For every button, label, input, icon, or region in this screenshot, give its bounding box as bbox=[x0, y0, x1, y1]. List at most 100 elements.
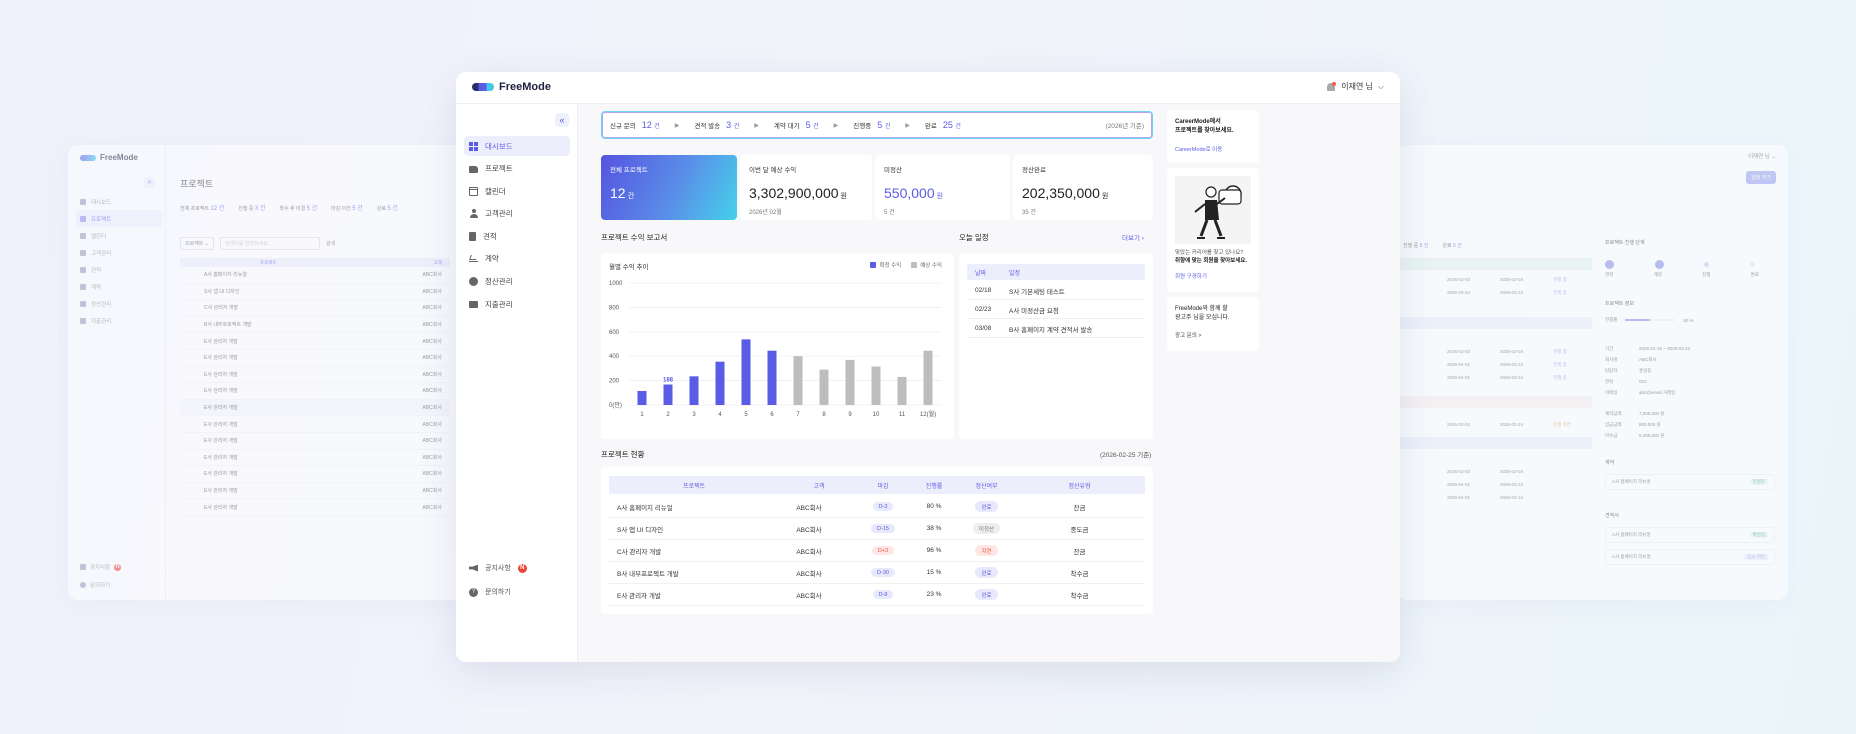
user-menu[interactable]: 이재연 님 ⌵ bbox=[1326, 81, 1384, 92]
bg-nav-item[interactable]: 캘린더 bbox=[76, 227, 162, 244]
sidebar-item-settlements[interactable]: 정산관리 bbox=[464, 272, 570, 292]
project-row[interactable]: E사 관리자 개발 ABC회사 D-8 23 % 완료 착수금 bbox=[609, 584, 1145, 606]
bg-right-row[interactable]: 2026-03-03 2026-03-03 진행 중 bbox=[1397, 273, 1592, 286]
bg-table-row[interactable]: E사 관리자 개발 ABC회사 bbox=[180, 466, 450, 483]
bg-table-row[interactable]: E사 관리자 개발 ABC회사 bbox=[180, 333, 450, 350]
pipeline-step-contract[interactable]: 계약 대기 5 건 bbox=[774, 120, 819, 130]
bg-nav-item[interactable]: 지출관리 bbox=[76, 312, 162, 329]
stat-card-unsettled[interactable]: 미정산 550,000 원 5 건 bbox=[875, 155, 1010, 220]
bg-right-row[interactable]: 2026-04-01 2026-03-24 진행 중 bbox=[1397, 371, 1592, 384]
bg-table-row[interactable]: E사 관리자 개발 ABC회사 bbox=[180, 433, 450, 450]
bg-right-row[interactable]: 2026-04-01 2026-03-12 - bbox=[1397, 491, 1592, 504]
legend-item-confirmed[interactable]: 확정 수익 bbox=[870, 261, 901, 269]
projects-th[interactable]: 진행률 bbox=[925, 483, 943, 490]
schedule-row[interactable]: 02/23 A사 미정산금 요청 bbox=[967, 301, 1145, 319]
stat-card-expected-revenue[interactable]: 이번 달 예상 수익 3,302,900,000 원 2026년 02월 bbox=[740, 155, 872, 220]
bg-contract-item[interactable]: A사 홈페이지 리뉴얼 진행중 bbox=[1605, 474, 1775, 490]
bg-nav-item[interactable]: 정산관리 bbox=[76, 295, 162, 312]
bg-nav-item-active[interactable]: 프로젝트 bbox=[76, 210, 162, 227]
help-link[interactable]: ? 문의하기 bbox=[469, 586, 527, 598]
bg-table-row[interactable]: C사 관리자 개발 ABC회사 bbox=[180, 300, 450, 317]
bg-help-link[interactable]: 문의하기 bbox=[80, 581, 121, 589]
bg-estimate-item[interactable]: A사 홈페이지 리뉴얼 임시 저장 bbox=[1605, 549, 1775, 565]
bg-right-row[interactable]: 2026-03-03 2026-03-03 진행 중 bbox=[1397, 345, 1592, 358]
more-link[interactable]: 더보기 › bbox=[1122, 232, 1144, 242]
bg-table-row[interactable]: A사 홈페이지 리뉴얼 ABC회사 bbox=[180, 267, 450, 284]
bg-add-schedule-button[interactable]: 일정 추가 bbox=[1746, 171, 1776, 184]
bg-nav-item[interactable]: 견적 bbox=[76, 261, 162, 278]
bg-table-row[interactable]: S사 앱 UI 디자인 ABC회사 bbox=[180, 284, 450, 301]
bg-nav-item[interactable]: 대시보드 bbox=[76, 193, 162, 210]
sidebar-item-customers[interactable]: 고객관리 bbox=[464, 204, 570, 224]
bar-confirmed[interactable] bbox=[663, 384, 673, 405]
bg-estimate-item[interactable]: A사 홈페이지 리뉴얼 확정됨 bbox=[1605, 527, 1775, 543]
sidebar-item-estimates[interactable]: 견적 bbox=[464, 226, 570, 246]
stat-card-total-projects[interactable]: 전체 프로젝트 12 건 bbox=[601, 155, 737, 220]
sidebar-item-expenses[interactable]: 지출관리 bbox=[464, 294, 570, 314]
project-row[interactable]: B사 내부프로젝트 개발 ABC회사 D-30 15 % 완료 착수금 bbox=[609, 562, 1145, 584]
recruit-link[interactable]: 회원 구경하기 bbox=[1175, 274, 1207, 280]
collapse-sidebar-icon[interactable]: « bbox=[555, 113, 569, 127]
ad-inquiry-link[interactable]: 광고 문의 > bbox=[1175, 333, 1202, 339]
bg-table-row[interactable]: E사 관리자 개발 ABC회사 bbox=[180, 350, 450, 367]
bar-expected[interactable] bbox=[819, 369, 829, 405]
bg-table-row[interactable]: E사 관리자 개발 ABC회사 bbox=[180, 383, 450, 400]
bar-expected[interactable] bbox=[923, 350, 933, 405]
recruit-ad[interactable]: 맞았는 커리어를 찾고 있나요? 취향에 맞는 회원을 찾아보세요. 회원 구경하… bbox=[1167, 168, 1259, 292]
pipeline-step-estimate[interactable]: 견적 발송 3 건 bbox=[694, 120, 739, 130]
schedule-row[interactable]: 02/18 S사 기본세팅 테스트 bbox=[967, 282, 1145, 300]
stat-card-settled[interactable]: 정산완료 202,350,000 원 35 건 bbox=[1013, 155, 1153, 220]
bg-table-row[interactable]: E사 관리자 개발 ABC회사 bbox=[180, 367, 450, 384]
bg-table-row[interactable]: E사 관리자 개발 ABC회사 bbox=[180, 399, 450, 417]
bg-right-row[interactable]: 2026-04-01 2026-03-24 - bbox=[1397, 478, 1592, 491]
sidebar-item-contracts[interactable]: 계약 bbox=[464, 249, 570, 269]
project-row[interactable]: C사 관리자 개발 ABC회사 D+3 96 % 지연 잔금 bbox=[609, 540, 1145, 562]
sidebar-item-projects[interactable]: 프로젝트 bbox=[464, 159, 570, 179]
schedule-row[interactable]: 03/08 B사 홈페이지 계약 견적서 발송 bbox=[967, 320, 1145, 338]
app-logo[interactable]: FreeMode bbox=[472, 81, 551, 93]
sidebar-item-dashboard[interactable]: 대시보드 bbox=[464, 136, 570, 156]
pipeline-step-new[interactable]: 신규 문의 12 건 bbox=[610, 120, 660, 130]
bg-collapse-icon[interactable]: « bbox=[144, 177, 155, 188]
bar-confirmed[interactable] bbox=[689, 376, 699, 405]
bg-right-row[interactable]: 2026-03-03 2026-03-03 - bbox=[1397, 465, 1592, 478]
bar-expected[interactable] bbox=[897, 376, 907, 405]
bar-expected[interactable] bbox=[845, 359, 855, 405]
careermode-ad[interactable]: CareerMode에서 프로젝트를 찾아보세요. CareerMode로 이동 bbox=[1167, 110, 1259, 163]
bg-table-row[interactable]: E사 관리자 개발 ABC회사 bbox=[180, 450, 450, 467]
bg-search-input[interactable]: 검색어를 입력하세요. bbox=[220, 237, 320, 250]
bg-user-menu[interactable]: 이재연 님 ⌄ bbox=[1748, 154, 1776, 160]
advertiser-ad[interactable]: FreeMode와 함께 할 광고주 님을 모십니다. 광고 문의 > bbox=[1167, 297, 1259, 351]
bar-confirmed[interactable] bbox=[767, 350, 777, 405]
projects-th[interactable]: 마감 bbox=[877, 483, 889, 490]
pipeline-step-progress[interactable]: 진행중 5 건 bbox=[853, 120, 890, 130]
projects-th[interactable]: 정산유형 bbox=[1068, 483, 1091, 490]
bg-right-row[interactable]: 2026-03-24 2026-03-24 진행 중 bbox=[1397, 286, 1592, 299]
bg-table-row[interactable]: E사 관리자 개발 ABC회사 bbox=[180, 483, 450, 500]
bg-right-row[interactable]: 2026-03-03 2026-03-24 진행 지연 bbox=[1397, 418, 1592, 431]
bar-expected[interactable] bbox=[871, 366, 881, 405]
bar-confirmed[interactable] bbox=[741, 339, 751, 405]
bar-expected[interactable] bbox=[793, 356, 803, 405]
notification-bell-icon[interactable] bbox=[1326, 81, 1337, 92]
notice-link[interactable]: 공지사항 N bbox=[469, 562, 527, 574]
pipeline-step-done[interactable]: 완료 25 건 bbox=[925, 120, 961, 130]
bg-table-row[interactable]: E사 관리자 개발 ABC회사 bbox=[180, 416, 450, 433]
project-row[interactable]: S사 앱 UI 디자인 ABC회사 D-15 38 % 미정산 중도금 bbox=[609, 518, 1145, 540]
project-row[interactable]: A사 홈페이지 리뉴얼 ABC회사 D-3 80 % 완료 잔금 bbox=[609, 496, 1145, 518]
bar-confirmed[interactable] bbox=[715, 361, 725, 405]
projects-th[interactable]: 정산여부 bbox=[975, 483, 998, 490]
bg-table-row[interactable]: E사 관리자 개발 ABC회사 bbox=[180, 499, 450, 516]
bg-search-button[interactable]: 검색 bbox=[326, 241, 336, 247]
legend-item-expected[interactable]: 예상 수익 bbox=[911, 261, 942, 269]
bg-nav-item[interactable]: 계약 bbox=[76, 278, 162, 295]
bg-notice-link[interactable]: 공지사항 N bbox=[80, 563, 122, 571]
projects-th[interactable]: 프로젝트 bbox=[682, 483, 706, 490]
bar-confirmed[interactable] bbox=[637, 390, 647, 405]
bg-right-row[interactable]: 2026-04-01 2026-03-24 진행 중 bbox=[1397, 358, 1592, 371]
sidebar-item-calendar[interactable]: 캘린더 bbox=[464, 181, 570, 201]
careermode-link[interactable]: CareerMode로 이동 bbox=[1175, 147, 1223, 153]
bg-filter-select[interactable]: 프로젝트 ⌄ bbox=[180, 237, 214, 250]
projects-th[interactable]: 고객 bbox=[813, 483, 825, 490]
bg-table-row[interactable]: B사 내부프로젝트 개발 ABC회사 bbox=[180, 317, 450, 334]
